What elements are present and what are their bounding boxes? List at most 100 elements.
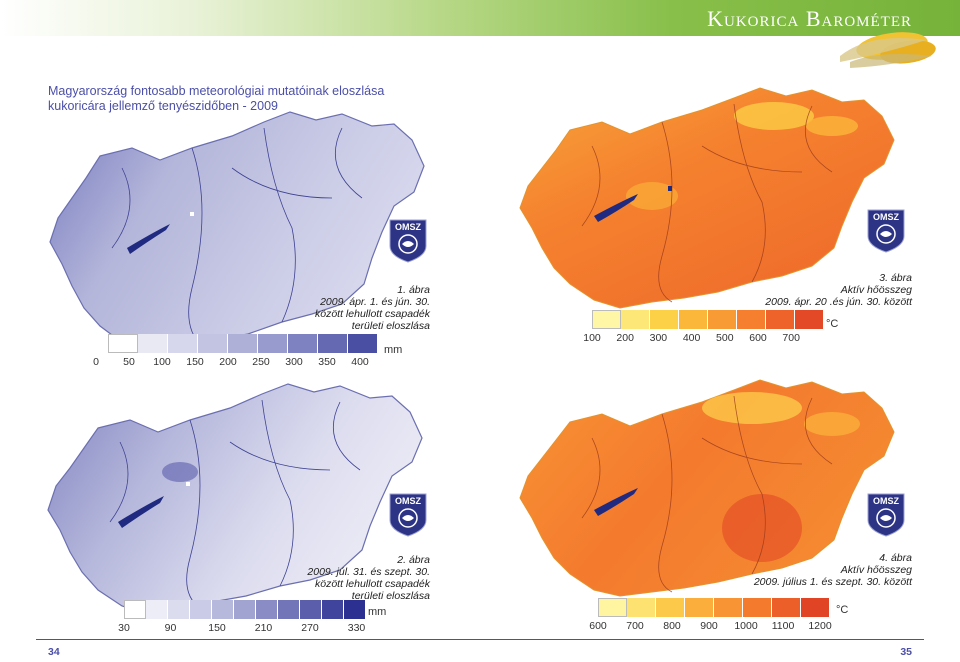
legend-swatch <box>621 310 650 329</box>
legend-swatch <box>212 600 234 619</box>
legend-swatch <box>256 600 278 619</box>
figure-2-caption: 2. ábra 2009. júl. 31. és szept. 30. köz… <box>232 554 430 602</box>
legend-tick-label: 210 <box>254 622 273 634</box>
legend-swatch <box>300 600 322 619</box>
legend-tick-label: 350 <box>318 356 336 368</box>
figure-3-legend-scale <box>592 310 824 329</box>
legend-swatch <box>714 598 743 617</box>
subtitle-line-1: Magyarország fontosabb meteorológiai mut… <box>48 84 385 98</box>
legend-tick-label: 90 <box>164 622 177 634</box>
map-1-precipitation <box>49 111 425 353</box>
figure-3-number: 3. ábra <box>879 272 912 284</box>
legend-swatch <box>795 310 824 329</box>
header-title: Kukorica Barométer <box>707 6 912 31</box>
legend-swatch <box>344 600 366 619</box>
map-3-heat-sum <box>519 87 895 309</box>
legend-tick-label: 200 <box>616 332 634 344</box>
legend-tick-label: 900 <box>700 620 718 632</box>
legend-swatch <box>743 598 772 617</box>
legend-tick-label: 400 <box>682 332 701 344</box>
map-4-heat-sum <box>519 379 895 597</box>
figure-2-unit: mm <box>368 606 387 618</box>
legend-tick-label: 1200 <box>808 620 832 632</box>
page-header: Kukorica Barométer <box>0 0 960 36</box>
figure-1-legend-scale <box>108 334 378 353</box>
legend-swatch <box>627 598 656 617</box>
legend-swatch <box>288 334 318 353</box>
legend-tick-label: 200 <box>219 356 237 368</box>
figure-4-line-2: 2009. július 1. és szept. 30. között <box>753 576 912 588</box>
legend-swatch <box>108 334 138 353</box>
legend-tick-label: 400 <box>351 356 369 368</box>
footer-rule <box>36 639 924 640</box>
subtitle-line-2: kukoricára jellemző tenyészidőben - 2009 <box>48 99 278 113</box>
legend-swatch <box>679 310 708 329</box>
legend-swatch <box>766 310 795 329</box>
svg-text:OMSZ: OMSZ <box>395 222 422 232</box>
legend-swatch <box>685 598 714 617</box>
legend-tick-label: 300 <box>649 332 668 344</box>
legend-swatch <box>348 334 378 353</box>
legend-tick-label: 30 <box>118 622 130 634</box>
figure-1-line-1: 2009. ápr. 1. és jún. 30. <box>320 296 430 308</box>
legend-tick-label: 150 <box>208 622 226 634</box>
omsz-logo-2: OMSZ <box>389 493 427 537</box>
legend-tick-label: 800 <box>663 620 681 632</box>
legend-swatch <box>737 310 766 329</box>
corn-illustration <box>840 32 936 68</box>
figure-3-line-1: Aktív hőösszeg <box>840 284 912 296</box>
legend-tick-label: 50 <box>123 356 135 368</box>
legend-swatch <box>124 600 146 619</box>
figure-4-legend-scale <box>598 598 830 617</box>
legend-tick-label: 0 <box>93 356 99 368</box>
legend-swatch <box>318 334 348 353</box>
legend-tick-label: 600 <box>749 332 767 344</box>
legend-swatch <box>168 334 198 353</box>
legend-swatch <box>146 600 168 619</box>
figure-2-line-3: területi eloszlása <box>351 590 430 602</box>
figure-4-unit: °C <box>836 604 849 616</box>
legend-swatch <box>190 600 212 619</box>
figure-1-line-2: között lehullott csapadék <box>315 308 430 320</box>
figure-2-legend-scale <box>124 600 366 619</box>
legend-swatch <box>322 600 344 619</box>
figure-3-unit: °C <box>826 318 839 330</box>
legend-tick-label: 100 <box>153 356 171 368</box>
legend-tick-label: 1100 <box>771 620 795 632</box>
legend-swatch <box>708 310 737 329</box>
legend-swatch <box>258 334 288 353</box>
legend-tick-label: 700 <box>782 332 800 344</box>
figure-4-line-1: Aktív hőösszeg <box>840 564 912 576</box>
legend-swatch <box>801 598 830 617</box>
omsz-logo-3: OMSZ <box>867 209 905 253</box>
legend-tick-label: 500 <box>716 332 734 344</box>
legend-swatch <box>198 334 228 353</box>
legend-swatch <box>278 600 300 619</box>
figure-2-line-2: között lehullott csapadék <box>315 578 430 590</box>
figure-4-number: 4. ábra <box>879 552 912 564</box>
legend-swatch <box>168 600 190 619</box>
figure-4-caption: 4. ábra Aktív hőösszeg 2009. július 1. é… <box>700 552 912 588</box>
legend-tick-label: 700 <box>626 620 644 632</box>
legend-tick-label: 250 <box>252 356 270 368</box>
legend-tick-label: 270 <box>301 622 319 634</box>
legend-swatch <box>772 598 801 617</box>
figure-1-unit: mm <box>384 344 403 356</box>
legend-tick-label: 300 <box>285 356 303 368</box>
figure-3-line-2: 2009. ápr. 20 .és jún. 30. között <box>765 296 912 308</box>
page-number-right: 35 <box>900 646 912 658</box>
page-subtitle: Magyarország fontosabb meteorológiai mut… <box>48 84 384 114</box>
legend-swatch <box>592 310 621 329</box>
svg-text:OMSZ: OMSZ <box>873 496 900 506</box>
legend-swatch <box>234 600 256 619</box>
legend-swatch <box>598 598 627 617</box>
legend-swatch <box>138 334 168 353</box>
figure-3-caption: 3. ábra Aktív hőösszeg 2009. ápr. 20 .és… <box>700 272 912 308</box>
legend-tick-label: 100 <box>583 332 601 344</box>
page-number-left: 34 <box>48 646 60 658</box>
legend-tick-label: 150 <box>186 356 204 368</box>
omsz-logo-4: OMSZ <box>867 493 905 537</box>
map-2-precipitation <box>47 383 423 615</box>
figure-1-line-3: területi eloszlása <box>351 320 430 332</box>
legend-swatch <box>656 598 685 617</box>
